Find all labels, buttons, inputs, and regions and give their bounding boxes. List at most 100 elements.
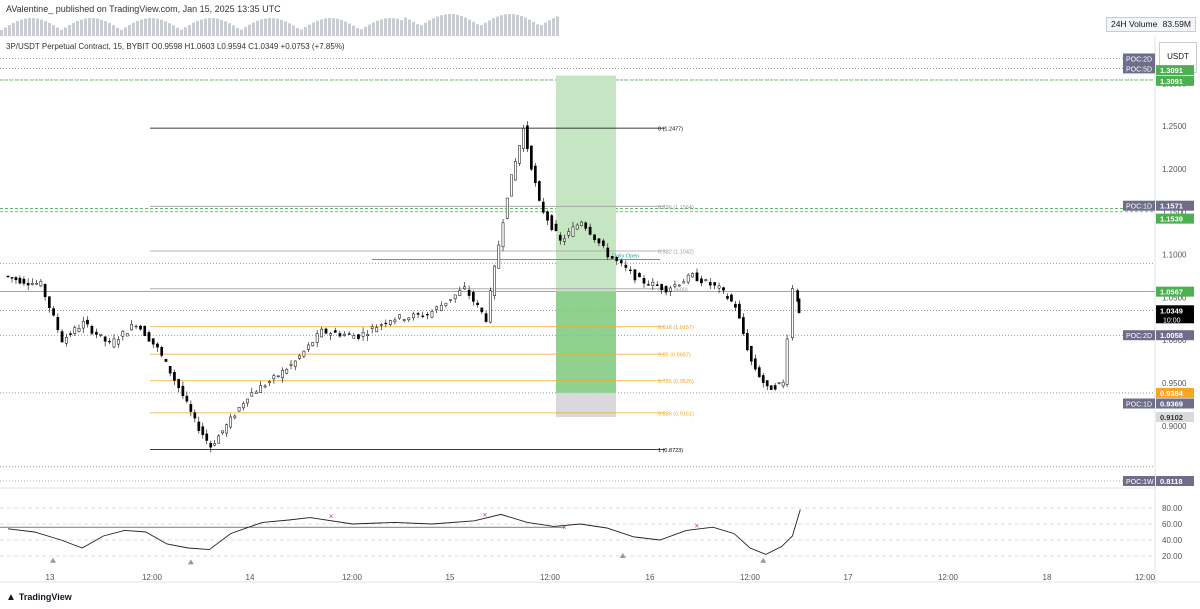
poc-label-box [1123, 53, 1155, 64]
price-tick-label: 1.0000 [1162, 336, 1187, 345]
candle-body [60, 331, 64, 343]
volume-bar [268, 18, 271, 36]
candle-body [488, 290, 492, 323]
candle-body [398, 314, 401, 319]
volume-bar [152, 18, 155, 36]
candle-body [444, 302, 448, 306]
publish-info: AValentine_ published on TradingView.com… [6, 4, 281, 14]
volume-bar [132, 22, 135, 36]
volume-bar [248, 24, 251, 36]
volume-bar [532, 21, 535, 36]
candle-body [173, 372, 176, 381]
candle-body [558, 234, 562, 241]
candle-body [550, 215, 554, 230]
volume-bar [544, 22, 547, 36]
volume-bar [400, 19, 403, 36]
candle-body [193, 412, 197, 419]
time-tick-label: 12:00 [740, 573, 761, 582]
poc-label-box [1123, 398, 1155, 409]
tradingview-icon: ▲ [6, 592, 16, 603]
time-tick-label: 15 [446, 573, 455, 582]
candle-body [704, 279, 708, 281]
volume-bar [96, 18, 99, 36]
candle-body [686, 274, 690, 283]
candle-body [352, 335, 356, 339]
candle-body [407, 317, 411, 321]
volume-bar [164, 21, 167, 36]
volume-bar [68, 25, 71, 36]
candle-countdown: 10:00 [1163, 317, 1181, 324]
volume-bar [120, 29, 123, 36]
volume-bar [264, 18, 267, 36]
brand-label: TradingView [18, 592, 72, 602]
candle-body [389, 320, 392, 325]
candle-body [458, 290, 462, 296]
price-tag-box [1156, 213, 1194, 224]
volume-bar [524, 17, 527, 36]
volume-bar [548, 20, 551, 36]
volume-bar [252, 22, 255, 36]
candle-body [412, 313, 415, 319]
candle-body [660, 284, 664, 290]
candle-body [664, 285, 668, 293]
candle-body [510, 174, 513, 197]
osc-tick-label: 60.00 [1162, 520, 1183, 529]
volume-badge[interactable]: 24H Volume 83.59M [1106, 17, 1196, 32]
volume-bar [340, 19, 343, 36]
price-tag-box [1156, 200, 1194, 211]
poc-label-box [1123, 200, 1155, 211]
candle-body [117, 339, 120, 345]
volume-bar [12, 22, 15, 36]
candle-body [526, 125, 529, 149]
candle-body [139, 325, 142, 330]
time-tick-label: 17 [844, 573, 853, 582]
candle-body [217, 435, 221, 444]
candle-body [246, 398, 249, 404]
tradingview-logo[interactable]: ▲ TradingView [6, 592, 72, 603]
candle-body [471, 292, 475, 302]
volume-bar [392, 18, 395, 36]
candle-body [514, 161, 517, 181]
volume-bar [4, 27, 7, 36]
candle-body [439, 304, 443, 312]
candle-body [435, 306, 438, 310]
candle-body [306, 344, 310, 350]
candle-body [64, 337, 68, 344]
candle-body [168, 366, 172, 374]
volume-bar [512, 14, 515, 36]
candle-body [347, 333, 351, 335]
candle-body [293, 360, 297, 367]
candle-body [476, 302, 479, 306]
volume-bar [8, 25, 11, 36]
volume-bar [448, 14, 451, 36]
candle-body [281, 370, 284, 379]
volume-bar [196, 20, 199, 36]
candle-body [329, 333, 332, 336]
volume-bar [476, 24, 479, 36]
volume-bar [136, 20, 139, 36]
candle-body [791, 288, 794, 338]
candle-body [554, 223, 558, 231]
volume-bar [508, 14, 511, 36]
volume-bar [224, 21, 227, 36]
volume-bar [420, 25, 423, 36]
volume-bar [496, 16, 499, 36]
volume-bar [412, 21, 415, 36]
time-tick-label: 12:00 [540, 573, 561, 582]
volume-bar [244, 27, 247, 36]
take-profit-zone [556, 75, 616, 292]
volume-bar [316, 20, 319, 36]
symbol-legend[interactable]: 3P/USDT Perpetual Contract, 15, BYBIT O0… [6, 42, 345, 51]
volume-bar [88, 18, 91, 36]
volume-bar [488, 20, 491, 36]
poc-label-box [1123, 330, 1155, 341]
poc-label: POC:5D [1126, 66, 1152, 73]
volume-bar [20, 19, 23, 36]
volume-bar [424, 22, 427, 36]
volume-bar [408, 19, 411, 36]
candle-body [537, 181, 541, 201]
candle-body [43, 283, 47, 298]
candle-body [602, 240, 605, 247]
volume-bar [112, 25, 115, 36]
